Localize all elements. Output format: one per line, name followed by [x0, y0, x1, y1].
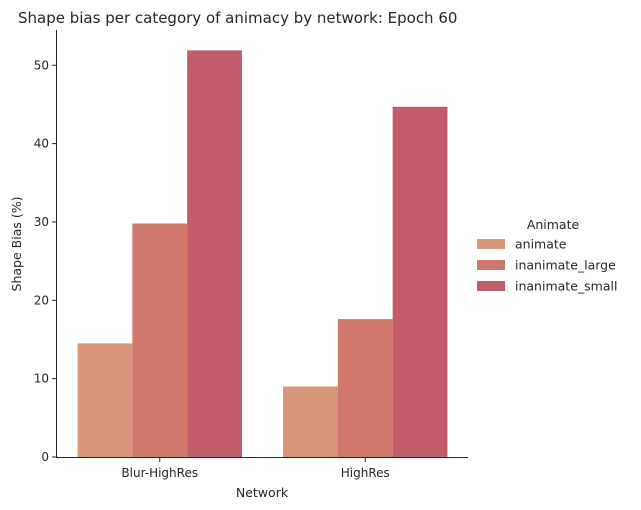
bar-inanimate_small-HighRes — [392, 106, 448, 458]
legend-label-animate: animate — [515, 237, 567, 252]
x-tick-label: HighRes — [341, 466, 390, 480]
bar-inanimate_small-Blur-HighRes — [187, 50, 242, 458]
y-tick-label: 0 — [41, 450, 49, 464]
y-tick-label: 40 — [34, 137, 49, 151]
legend-swatch-inanimate_small — [477, 281, 505, 291]
x-tick-label: Blur-HighRes — [121, 466, 198, 480]
x-ticks-group: Blur-HighRes HighRes — [121, 457, 390, 480]
y-tick-label: 50 — [34, 58, 49, 72]
x-axis-label: Network — [236, 485, 289, 500]
legend-label-inanimate_small: inanimate_small — [515, 279, 617, 294]
legend-title: Animate — [527, 217, 580, 232]
chart-title: Shape bias per category of animacy by ne… — [18, 9, 457, 27]
legend-label-inanimate_large: inanimate_large — [515, 258, 616, 273]
legend-swatch-animate — [477, 239, 505, 249]
legend-swatch-inanimate_large — [477, 260, 505, 270]
y-tick-label: 10 — [34, 372, 49, 386]
y-tick-label: 20 — [34, 293, 49, 307]
y-tick-label: 30 — [34, 215, 49, 229]
bar-animate-HighRes — [283, 386, 338, 457]
y-axis-label: Shape Bias (%) — [9, 197, 24, 292]
bar-inanimate_large-HighRes — [337, 319, 393, 457]
bars-group — [77, 50, 448, 458]
legend: Animate animate inanimate_large inanimate_… — [477, 217, 617, 294]
bar-inanimate_large-Blur-HighRes — [132, 223, 188, 457]
y-ticks-group: 0 10 20 30 40 50 — [34, 58, 57, 464]
bar-animate-Blur-HighRes — [77, 343, 133, 457]
